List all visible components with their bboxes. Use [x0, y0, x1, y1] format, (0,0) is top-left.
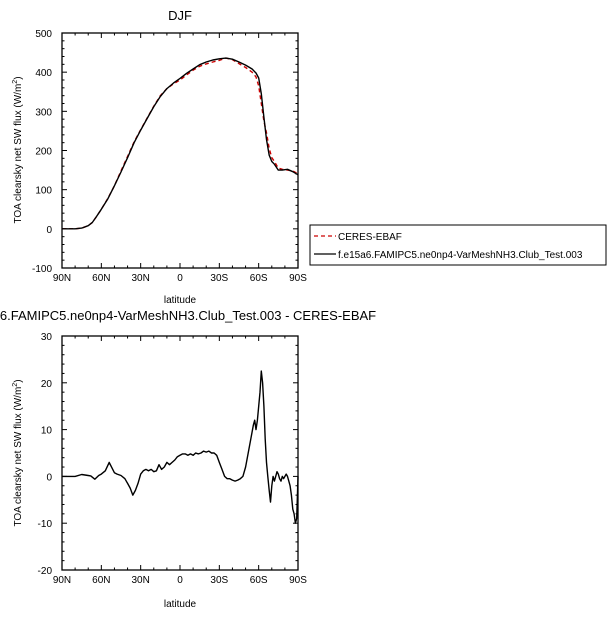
top-chart-title: DJF [168, 8, 192, 23]
bottom-y-tick-label: -10 [38, 519, 53, 530]
top-x-tick-label: 0 [177, 273, 183, 284]
top-y-tick-label: 400 [35, 68, 52, 79]
bottom-plot-frame [61, 335, 299, 571]
top-series-line-0 [62, 57, 299, 230]
legend: CERES-EBAF f.e15a6.FAMIPC5.ne0np4-VarMes… [309, 224, 607, 266]
top-y-tick-label: 300 [35, 107, 52, 118]
top-y-tick-label: 100 [35, 186, 52, 197]
bottom-x-tick-label: 60N [92, 575, 110, 586]
top-series-line-1 [62, 57, 299, 230]
bottom-series-line-0 [62, 370, 299, 524]
bottom-x-tick-label: 0 [177, 575, 183, 586]
top-y-tick-label: -100 [32, 264, 52, 275]
bottom-y-tick-label: 20 [41, 379, 53, 390]
bottom-y-tick-label: 30 [41, 332, 53, 343]
top-x-tick-label: 60S [250, 273, 268, 284]
bottom-x-tick-label: 90N [53, 575, 71, 586]
bottom-x-tick-label: 90S [289, 575, 307, 586]
legend-box [309, 224, 607, 266]
top-x-tick-label: 90N [53, 273, 71, 284]
bottom-y-axis-label: TOA clearsky net SW flux (W/m2) [12, 379, 24, 526]
bottom-x-tick-label: 30N [131, 575, 149, 586]
bottom-y-tick-label: -20 [38, 566, 53, 577]
top-y-tick-label: 500 [35, 29, 52, 40]
top-y-tick-label: 0 [46, 225, 52, 236]
top-x-tick-label: 30S [210, 273, 228, 284]
legend-label-model: f.e15a6.FAMIPC5.ne0np4-VarMeshNH3.Club_T… [338, 250, 583, 261]
bottom-x-tick-label: 30S [210, 575, 228, 586]
bottom-chart: 6.FAMIPC5.ne0np4-VarMeshNH3.Club_Test.00… [0, 308, 376, 610]
top-x-tick-label: 90S [289, 273, 307, 284]
bottom-chart-title: 6.FAMIPC5.ne0np4-VarMeshNH3.Club_Test.00… [0, 308, 376, 323]
bottom-x-axis-label: latitude [164, 599, 197, 610]
bottom-y-tick-label: 10 [41, 426, 53, 437]
top-plot-frame [61, 32, 299, 269]
top-x-tick-label: 30N [131, 273, 149, 284]
top-y-axis-label: TOA clearsky net SW flux (W/m2) [12, 76, 24, 223]
top-x-tick-label: 60N [92, 273, 110, 284]
legend-label-ceres: CERES-EBAF [338, 232, 402, 243]
top-chart: DJF 90N 60N 30N 0 30S 60S 90S -100 0 100 200 300 400… [12, 8, 307, 306]
top-x-axis-label: latitude [164, 295, 197, 306]
bottom-x-tick-label: 60S [250, 575, 268, 586]
top-y-tick-label: 200 [35, 147, 52, 158]
bottom-y-tick-label: 0 [46, 472, 52, 483]
